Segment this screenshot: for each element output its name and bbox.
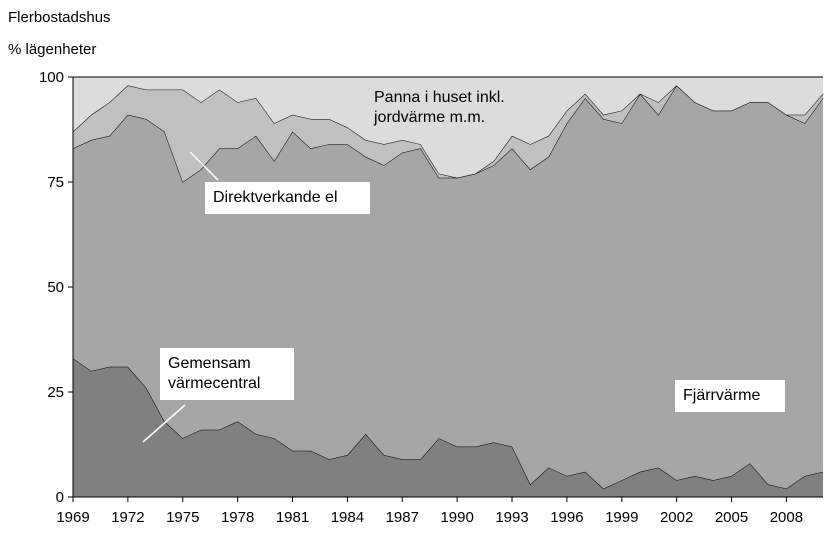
x-tick-label: 2008 xyxy=(770,509,803,526)
y-tick-label: 50 xyxy=(47,279,64,296)
area xyxy=(73,85,823,182)
x-tick-label: 1990 xyxy=(440,509,473,526)
callout xyxy=(189,151,219,181)
y-axis-label: % lägenheter xyxy=(8,41,96,58)
x-tick-label: 1969 xyxy=(56,509,89,526)
series-label: Direktverkande el xyxy=(205,182,370,214)
x-tick-label: 1993 xyxy=(495,509,528,526)
x-tick-label: 2005 xyxy=(715,509,748,526)
y-tick-label: 75 xyxy=(47,174,64,191)
x-tick-label: 2002 xyxy=(660,509,693,526)
chart-title: Flerbostadshus xyxy=(8,9,111,26)
x-tick-label: 1972 xyxy=(111,509,144,526)
x-tick-label: 1975 xyxy=(166,509,199,526)
x-tick-label: 1987 xyxy=(386,509,419,526)
x-tick-label: 1984 xyxy=(331,509,364,526)
series-label: Fjärrvärme xyxy=(675,380,785,412)
area xyxy=(73,358,823,497)
series-label: Gemensam värmecentral xyxy=(160,348,294,400)
x-tick-label: 1999 xyxy=(605,509,638,526)
x-tick-label: 1996 xyxy=(550,509,583,526)
y-tick-label: 0 xyxy=(56,489,64,506)
series-label: Panna i huset inkl. jordvärme m.m. xyxy=(374,89,505,126)
y-tick-label: 100 xyxy=(39,69,64,86)
y-tick-label: 25 xyxy=(47,384,64,401)
x-tick-label: 1981 xyxy=(276,509,309,526)
area xyxy=(73,77,823,178)
callout xyxy=(142,404,186,443)
x-tick-label: 1978 xyxy=(221,509,254,526)
